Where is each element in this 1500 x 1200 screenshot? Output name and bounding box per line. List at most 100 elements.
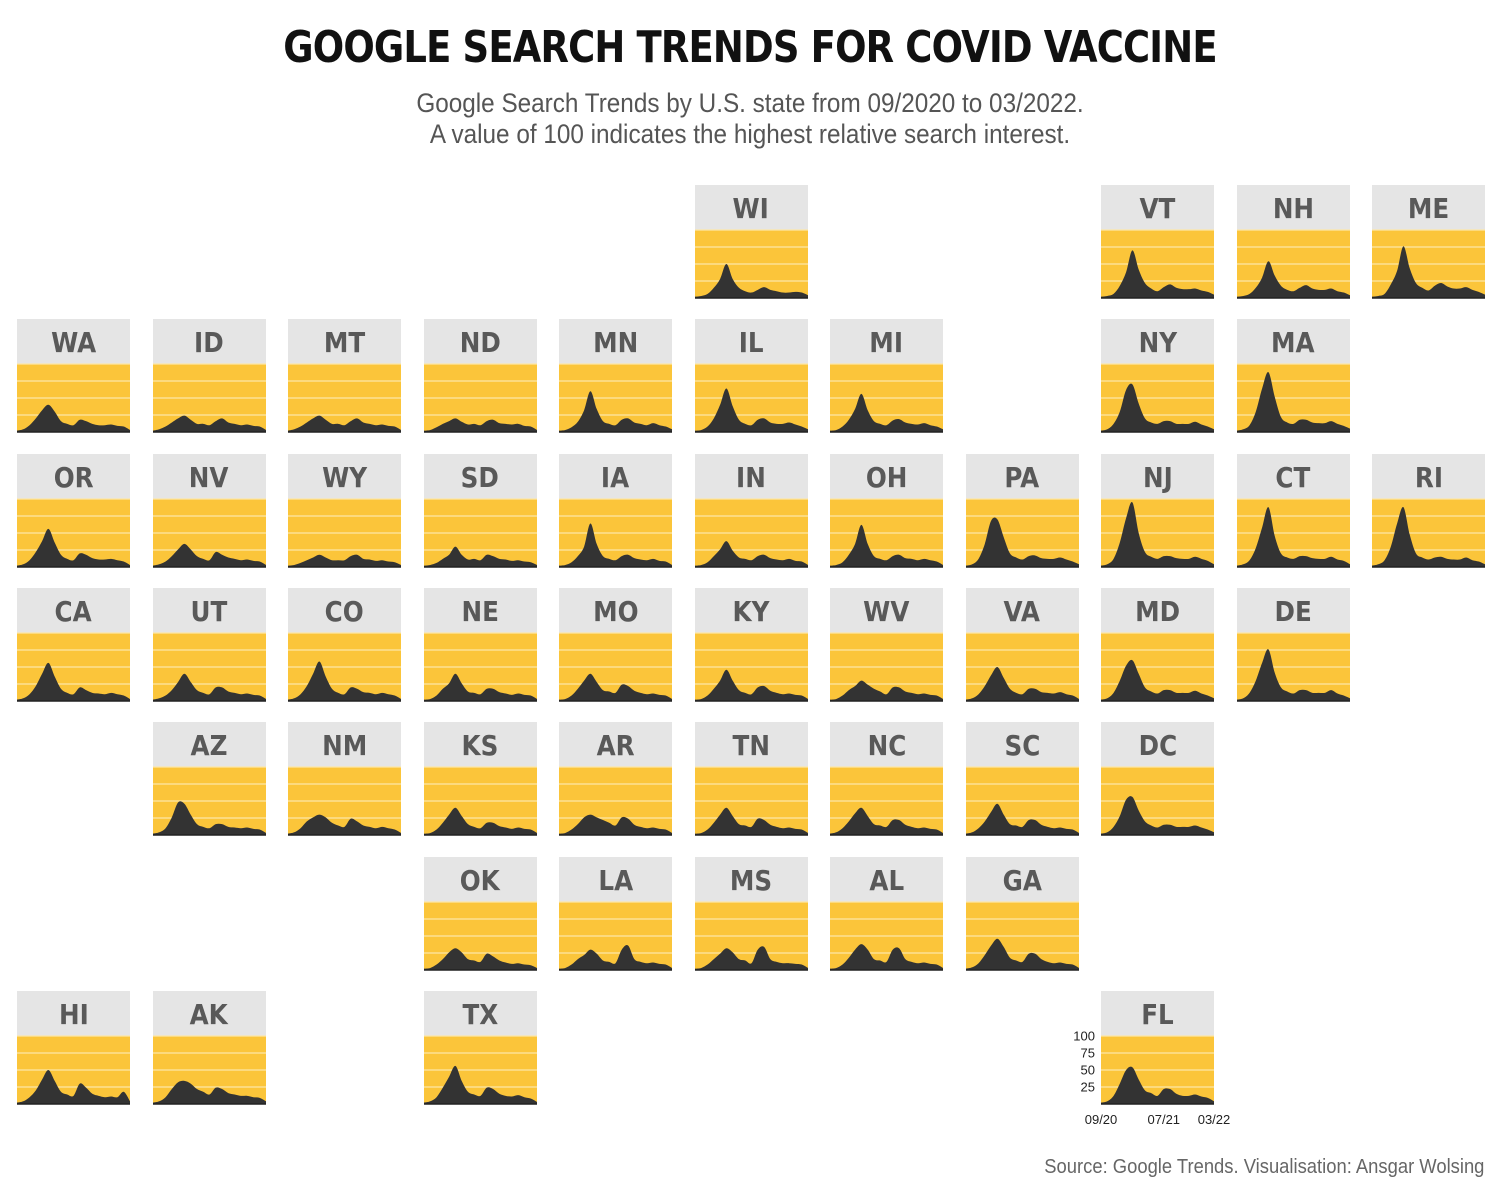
state-label: AK [152,990,266,1036]
state-label: KY [694,587,808,633]
state-panel [1101,497,1214,568]
x-tick-label: 09/20 [1085,1112,1118,1127]
y-tick-label: 25 [1081,1079,1095,1094]
state-panel [694,766,808,836]
state-label-text: MO [592,594,639,628]
state-label-text: NJ [1142,460,1173,494]
state-tile-oh: OH [830,453,943,568]
state-label: IA [559,453,672,499]
state-label: ND [423,319,537,365]
state-label: GA [965,856,1079,902]
trend-area-al [830,943,943,970]
state-tile-il: IL [694,319,808,434]
state-panel [559,766,672,836]
state-panel [830,363,943,434]
trend-area-nm [288,814,401,836]
state-panel [965,497,1079,568]
state-label: NH [1236,185,1350,230]
state-label: NM [288,722,401,768]
state-label-text: LA [598,863,633,897]
state-panel [1372,229,1485,299]
state-tile-ny: NY [1101,319,1214,434]
state-label-text: MN [592,326,639,360]
state-label: IL [694,319,808,365]
trend-area-la [559,944,672,970]
state-panel [152,766,266,836]
state-panel [559,632,672,702]
state-label: AL [830,856,943,902]
trend-area-tn [694,807,808,836]
state-tile-ut: UT [152,587,266,702]
trend-area-in [694,540,808,567]
state-panel [152,363,266,434]
state-tile-or: OR [17,453,130,568]
state-label: AZ [152,722,266,768]
state-label-text: AZ [190,729,228,763]
state-panel [423,363,537,434]
state-label-text: IA [601,460,630,494]
state-label-text: NH [1272,192,1314,225]
state-tile-mi: MI [830,319,943,434]
trend-area-de [1236,649,1350,701]
state-label-text: FL [1141,997,1174,1031]
state-panel [288,766,401,836]
state-label-text: IL [738,326,764,360]
state-label-text: NY [1138,326,1177,360]
x-tick-label: 03/22 [1198,1112,1231,1127]
state-label-text: NC [867,729,906,763]
state-tile-md: MD [1101,587,1214,702]
state-tile-wy: WY [288,453,401,568]
trend-area-md [1101,659,1214,701]
state-panel [1236,632,1350,702]
state-label-text: MA [1271,326,1315,360]
trend-area-nc [830,807,943,836]
state-label-text: ND [459,326,501,360]
trend-area-id [152,415,266,433]
state-tile-nc: NC [830,722,943,836]
state-label-text: MS [729,863,773,897]
state-label: NJ [1101,453,1214,499]
trend-area-pa [965,517,1079,567]
state-tile-ar: AR [559,722,672,836]
state-tile-wv: WV [830,587,943,702]
trend-area-ne [423,673,537,701]
state-tile-fl: FL 25 50 75 100 09/20 07/21 03/22 [1073,990,1230,1127]
state-label-text: CT [1275,460,1311,494]
state-tile-wa: WA [17,319,130,434]
trend-area-wa [17,405,130,433]
state-label: UT [152,587,266,633]
state-panel [423,1035,537,1105]
trend-area-ky [694,669,808,701]
state-label-text: DC [1138,729,1177,763]
trend-area-nj [1101,501,1214,567]
trend-area-mt [288,415,401,433]
state-label: TN [694,722,808,768]
state-label-text: KS [461,729,499,763]
state-label-text: AK [189,997,229,1031]
state-panel [423,497,537,568]
state-tile-ky: KY [694,587,808,702]
state-label-text: WI [732,192,770,225]
x-tick-label: 07/21 [1148,1112,1181,1127]
state-tile-me: ME [1372,185,1485,299]
state-label: KS [423,722,537,768]
state-tile-nh: NH [1236,185,1350,299]
state-panel [423,632,537,702]
state-panel [423,900,537,971]
trend-area-vt [1101,250,1214,298]
trend-area-ms [694,945,808,970]
trend-area-sc [965,803,1079,836]
state-label-text: NM [321,729,368,763]
chart-title: GOOGLE SEARCH TRENDS FOR COVID VACCINE [283,22,1217,73]
state-tile-ne: NE [423,587,537,702]
trend-area-ok [423,947,537,970]
state-label: MD [1101,587,1214,633]
trend-area-ak [152,1080,266,1104]
trend-area-va [965,666,1079,701]
y-tick-label: 100 [1073,1028,1095,1043]
state-label: OR [17,453,130,499]
state-label-text: TX [462,997,498,1031]
state-tile-vt: VT [1101,185,1214,299]
state-panel [830,900,943,971]
state-panel [17,363,130,434]
